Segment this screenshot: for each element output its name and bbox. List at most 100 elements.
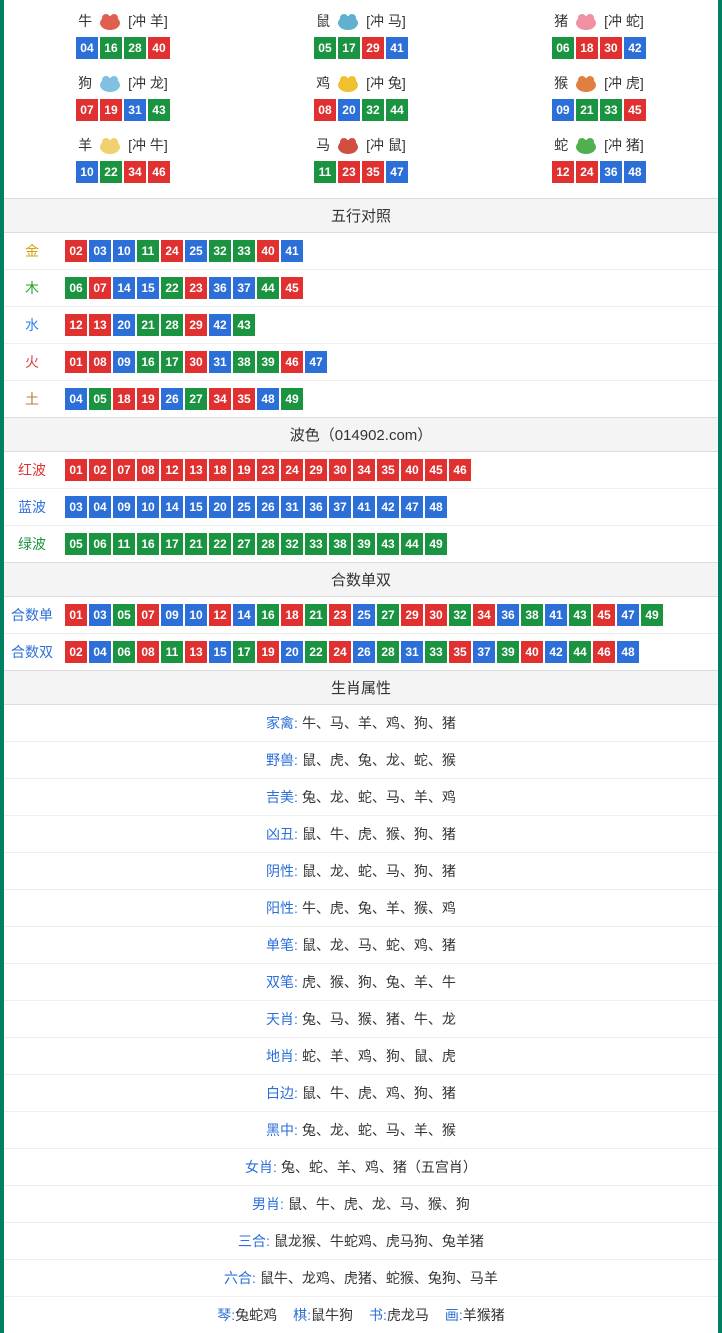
wuxing-header: 五行对照 bbox=[4, 198, 718, 233]
number-badge: 02 bbox=[65, 641, 87, 663]
number-badge: 07 bbox=[113, 459, 135, 481]
number-badge: 08 bbox=[137, 459, 159, 481]
number-badge: 19 bbox=[233, 459, 255, 481]
number-badge: 42 bbox=[209, 314, 231, 336]
bottom-label: 棋: bbox=[293, 1307, 311, 1323]
number-badge: 17 bbox=[233, 641, 255, 663]
number-badge: 38 bbox=[233, 351, 255, 373]
attr-row: 单笔:鼠、龙、马、蛇、鸡、猪 bbox=[4, 927, 718, 964]
zodiac-conflict: [冲 虎] bbox=[604, 73, 644, 93]
row-nums: 0102070812131819232429303435404546 bbox=[60, 452, 718, 488]
number-badge: 20 bbox=[338, 99, 360, 121]
row-label: 绿波 bbox=[4, 526, 60, 562]
zodiac-icon bbox=[571, 10, 601, 32]
wuxing-body: 金02031011242532334041木060714152223363744… bbox=[4, 233, 718, 417]
number-badge: 15 bbox=[185, 496, 207, 518]
table-row: 红波0102070812131819232429303435404546 bbox=[4, 452, 718, 489]
zodiac-title-row: 牛[冲 羊] bbox=[4, 10, 242, 32]
zodiac-title-row: 猴[冲 虎] bbox=[480, 72, 718, 94]
zodiac-conflict: [冲 蛇] bbox=[604, 11, 644, 31]
zodiac-conflict: [冲 猪] bbox=[604, 135, 644, 155]
zodiac-cell: 狗[冲 龙]07193143 bbox=[4, 68, 242, 130]
number-badge: 04 bbox=[89, 641, 111, 663]
row-nums: 06071415222336374445 bbox=[60, 270, 718, 306]
row-nums: 04051819262734354849 bbox=[60, 381, 718, 417]
zodiac-nums: 05172941 bbox=[242, 36, 480, 60]
bose-header: 波色（014902.com） bbox=[4, 417, 718, 452]
attr-label: 阳性: bbox=[266, 900, 298, 916]
number-badge: 12 bbox=[65, 314, 87, 336]
number-badge: 14 bbox=[233, 604, 255, 626]
number-badge: 36 bbox=[600, 161, 622, 183]
zodiac-cell: 猪[冲 蛇]06183042 bbox=[480, 6, 718, 68]
number-badge: 18 bbox=[576, 37, 598, 59]
zodiac-name: 羊 bbox=[78, 135, 92, 155]
bottom-value: 羊猴猪 bbox=[463, 1307, 505, 1323]
attr-row: 女肖:兔、蛇、羊、鸡、猪（五宫肖） bbox=[4, 1149, 718, 1186]
number-badge: 33 bbox=[233, 240, 255, 262]
zodiac-nums: 09213345 bbox=[480, 98, 718, 122]
attr-value: 鼠、牛、虎、鸡、狗、猪 bbox=[302, 1085, 456, 1101]
number-badge: 39 bbox=[353, 533, 375, 555]
number-badge: 42 bbox=[624, 37, 646, 59]
number-badge: 32 bbox=[209, 240, 231, 262]
zodiac-nums: 04162840 bbox=[4, 36, 242, 60]
bottom-item: 琴:兔蛇鸡 bbox=[217, 1307, 277, 1323]
zodiac-cell: 羊[冲 牛]10223446 bbox=[4, 130, 242, 192]
number-badge: 08 bbox=[137, 641, 159, 663]
number-badge: 47 bbox=[401, 496, 423, 518]
number-badge: 10 bbox=[76, 161, 98, 183]
attr-value: 鼠、牛、虎、猴、狗、猪 bbox=[302, 826, 456, 842]
attr-value: 鼠、牛、虎、龙、马、猴、狗 bbox=[288, 1196, 470, 1212]
zodiac-name: 狗 bbox=[78, 73, 92, 93]
attr-value: 鼠牛、龙鸡、虎猪、蛇猴、兔狗、马羊 bbox=[260, 1270, 498, 1286]
zodiac-icon bbox=[333, 72, 363, 94]
attr-value: 虎、猴、狗、兔、羊、牛 bbox=[302, 974, 456, 990]
attr-label: 家禽: bbox=[266, 715, 298, 731]
table-row: 合数双0204060811131517192022242628313335373… bbox=[4, 634, 718, 670]
number-badge: 02 bbox=[65, 240, 87, 262]
attr-row: 六合:鼠牛、龙鸡、虎猪、蛇猴、兔狗、马羊 bbox=[4, 1260, 718, 1297]
number-badge: 14 bbox=[113, 277, 135, 299]
number-badge: 02 bbox=[89, 459, 111, 481]
number-badge: 13 bbox=[89, 314, 111, 336]
bottom-value: 虎龙马 bbox=[387, 1307, 429, 1323]
number-badge: 28 bbox=[124, 37, 146, 59]
number-badge: 29 bbox=[185, 314, 207, 336]
number-badge: 17 bbox=[161, 533, 183, 555]
number-badge: 30 bbox=[600, 37, 622, 59]
bottom-value: 兔蛇鸡 bbox=[235, 1307, 277, 1323]
zodiac-conflict: [冲 龙] bbox=[128, 73, 168, 93]
zodiac-conflict: [冲 鼠] bbox=[366, 135, 406, 155]
attr-label: 女肖: bbox=[245, 1159, 277, 1175]
attr-label: 双笔: bbox=[266, 974, 298, 990]
number-badge: 05 bbox=[65, 533, 87, 555]
zodiac-icon bbox=[333, 10, 363, 32]
number-badge: 03 bbox=[89, 240, 111, 262]
number-badge: 39 bbox=[497, 641, 519, 663]
number-badge: 44 bbox=[569, 641, 591, 663]
number-badge: 36 bbox=[209, 277, 231, 299]
zodiac-cell: 鸡[冲 兔]08203244 bbox=[242, 68, 480, 130]
row-label: 火 bbox=[4, 344, 60, 380]
attr-label: 凶丑: bbox=[266, 826, 298, 842]
number-badge: 21 bbox=[576, 99, 598, 121]
number-badge: 45 bbox=[624, 99, 646, 121]
number-badge: 42 bbox=[545, 641, 567, 663]
number-badge: 31 bbox=[124, 99, 146, 121]
row-label: 合数双 bbox=[4, 634, 60, 670]
heshu-header: 合数单双 bbox=[4, 562, 718, 597]
number-badge: 10 bbox=[137, 496, 159, 518]
attr-label: 地肖: bbox=[266, 1048, 298, 1064]
row-nums: 0108091617303138394647 bbox=[60, 344, 718, 380]
number-badge: 05 bbox=[89, 388, 111, 410]
bottom-label: 书: bbox=[369, 1307, 387, 1323]
number-badge: 24 bbox=[281, 459, 303, 481]
number-badge: 17 bbox=[338, 37, 360, 59]
attr-label: 单笔: bbox=[266, 937, 298, 953]
number-badge: 01 bbox=[65, 459, 87, 481]
number-badge: 09 bbox=[552, 99, 574, 121]
attr-label: 六合: bbox=[224, 1270, 256, 1286]
table-row: 蓝波03040910141520252631363741424748 bbox=[4, 489, 718, 526]
zodiac-icon bbox=[333, 134, 363, 156]
